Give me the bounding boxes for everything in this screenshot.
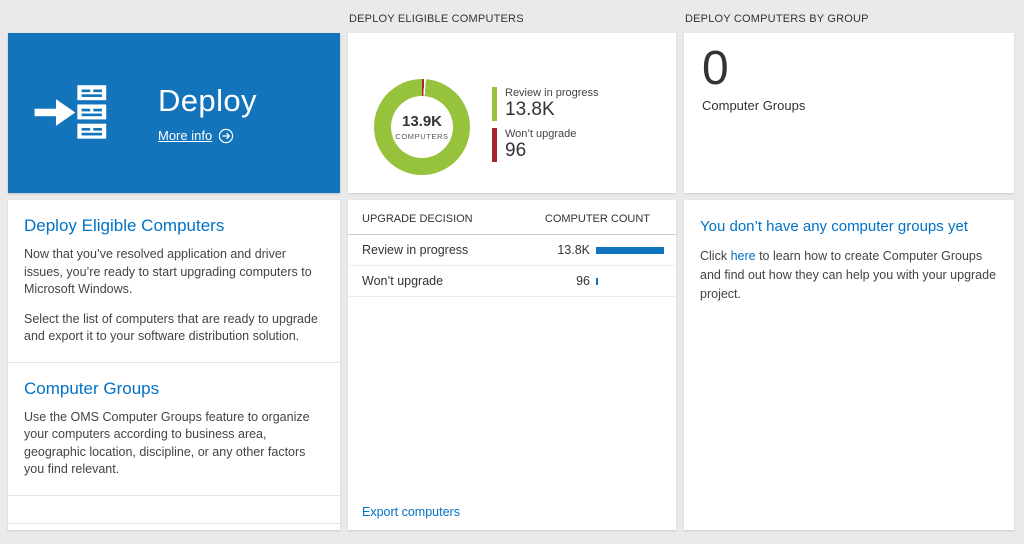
row-decision: Review in progress [362,243,469,257]
deploy-overview-card: Deploy Eligible Computers Now that you’v… [8,200,340,530]
legend-item-review-in-progress: Review in progress 13.8K [492,87,599,121]
donut-center-label: COMPUTERS [395,132,449,141]
computer-groups-count-tile[interactable]: 0 Computer Groups [684,33,1014,193]
count-bar-track [596,277,666,285]
export-computers-link[interactable]: Export computers [362,505,460,519]
eligible-computers-chart-card: 13.9K COMPUTERS Review in progress 13.8K… [348,33,676,193]
more-info-link[interactable]: More info [158,128,257,144]
spacer [8,496,340,523]
section-divider [8,522,340,524]
donut-legend: Review in progress 13.8K Won’t upgrade 9… [492,87,599,193]
table-header-row: UPGRADE DECISION COMPUTER COUNT [348,200,676,235]
row-count: 13.8K [557,243,590,257]
section-divider [8,494,340,496]
donut-chart[interactable]: 13.9K COMPUTERS [374,79,470,175]
deploy-eligible-computers-section: Deploy Eligible Computers Now that you’v… [8,200,340,362]
arrow-circle-icon [219,128,234,143]
computer-groups-count-label: Computer Groups [702,98,806,114]
section-divider [8,361,340,363]
deploy-eligible-paragraph-1: Now that you’ve resolved application and… [24,247,312,296]
legend-label: Won’t upgrade [505,127,577,140]
legend-value: 13.8K [505,99,555,120]
donut-center-value: 13.9K [401,113,443,130]
count-bar [596,277,598,285]
legend-item-wont-upgrade: Won’t upgrade 96 [492,127,599,162]
more-info-label: More info [158,128,213,143]
legend-label: Review in progress [505,87,599,99]
computer-groups-count: 0 [702,42,729,95]
deploy-eligible-computers-heading: Deploy Eligible Computers [24,216,225,235]
donut-center: 13.9K COMPUTERS [374,79,470,175]
no-groups-text: Click here to learn how to create Comput… [700,247,998,303]
here-link[interactable]: here [730,249,756,263]
deploy-tile-title: Deploy [158,82,257,118]
table-row-wont-upgrade[interactable]: Won’t upgrade 96 [348,266,676,297]
no-computer-groups-card: You don’t have any computer groups yet C… [684,200,1014,530]
legend-value: 96 [505,139,527,161]
deploy-tile[interactable]: Deploy More info [8,33,340,193]
computer-groups-heading: Computer Groups [24,378,160,398]
computer-groups-paragraph: Use the OMS Computer Groups feature to o… [24,409,310,477]
text-after-link: to learn how to create Computer Groups a… [700,249,997,301]
table-row-review-in-progress[interactable]: Review in progress 13.8K [348,235,676,266]
deploy-eligible-paragraph-2: Select the list of computers that are re… [24,311,318,344]
count-bar-track [596,246,666,254]
row-count: 96 [576,274,590,288]
deploy-icon [34,82,112,144]
text-before-link: Click [700,249,731,263]
row-decision: Won’t upgrade [362,274,444,288]
spacer [8,524,340,531]
section-header-deploy-eligible-computers: DEPLOY ELIGIBLE COMPUTERS [349,13,524,25]
section-header-deploy-computers-by-group: DEPLOY COMPUTERS BY GROUP [685,13,869,25]
column-header-upgrade-decision: UPGRADE DECISION [362,213,473,225]
column-header-computer-count: COMPUTER COUNT [544,213,650,225]
no-groups-heading: You don’t have any computer groups yet [700,218,968,235]
deploy-tile-text: Deploy More info [158,83,257,144]
count-bar [596,246,664,254]
upgrade-decision-table-card: UPGRADE DECISION COMPUTER COUNT Review i… [348,200,676,530]
computer-groups-section: Computer Groups Use the OMS Computer Gro… [8,363,340,495]
